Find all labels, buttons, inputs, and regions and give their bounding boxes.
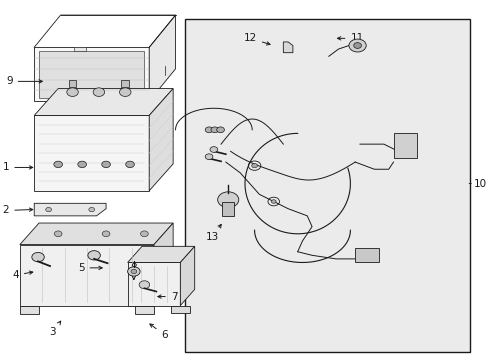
Circle shape bbox=[271, 200, 276, 203]
Circle shape bbox=[205, 154, 212, 159]
Text: 9: 9 bbox=[6, 76, 42, 86]
Polygon shape bbox=[149, 89, 173, 191]
Polygon shape bbox=[127, 262, 180, 306]
Polygon shape bbox=[20, 244, 154, 306]
Circle shape bbox=[353, 42, 361, 48]
Circle shape bbox=[78, 161, 86, 168]
Text: 12: 12 bbox=[243, 33, 269, 45]
Bar bbox=[69, 80, 76, 87]
Circle shape bbox=[210, 127, 218, 133]
Circle shape bbox=[217, 192, 238, 208]
Circle shape bbox=[131, 269, 137, 274]
Circle shape bbox=[140, 231, 148, 237]
Text: 3: 3 bbox=[49, 321, 61, 337]
Text: 8: 8 bbox=[130, 263, 137, 279]
Circle shape bbox=[216, 127, 224, 133]
Polygon shape bbox=[154, 223, 173, 306]
Text: 5: 5 bbox=[78, 263, 102, 273]
Circle shape bbox=[205, 127, 212, 133]
Circle shape bbox=[102, 161, 110, 168]
Bar bbox=[170, 306, 189, 313]
Polygon shape bbox=[34, 203, 106, 216]
Circle shape bbox=[67, 88, 78, 96]
Text: 10: 10 bbox=[468, 179, 486, 189]
Polygon shape bbox=[34, 116, 149, 191]
Polygon shape bbox=[149, 15, 175, 101]
Circle shape bbox=[46, 207, 51, 212]
Circle shape bbox=[139, 281, 149, 289]
Text: 6: 6 bbox=[150, 324, 167, 340]
Text: 4: 4 bbox=[12, 270, 33, 280]
Circle shape bbox=[54, 161, 62, 168]
Text: 13: 13 bbox=[205, 224, 221, 242]
Polygon shape bbox=[127, 246, 194, 262]
Bar bbox=[135, 306, 154, 315]
Bar bbox=[74, 46, 86, 51]
Circle shape bbox=[54, 231, 62, 237]
Bar bbox=[185, 19, 469, 352]
Bar bbox=[393, 134, 417, 158]
Circle shape bbox=[93, 88, 104, 96]
Circle shape bbox=[251, 163, 257, 168]
Bar bbox=[222, 202, 233, 216]
Circle shape bbox=[348, 39, 366, 52]
Polygon shape bbox=[39, 51, 144, 98]
Polygon shape bbox=[180, 246, 194, 306]
Text: 7: 7 bbox=[158, 292, 177, 302]
Circle shape bbox=[32, 252, 44, 262]
Circle shape bbox=[88, 251, 100, 260]
Circle shape bbox=[102, 231, 110, 237]
Circle shape bbox=[119, 88, 131, 96]
Circle shape bbox=[89, 207, 94, 212]
Polygon shape bbox=[34, 47, 149, 101]
Text: 11: 11 bbox=[337, 33, 363, 43]
Bar bbox=[354, 248, 378, 262]
Polygon shape bbox=[20, 223, 173, 244]
Bar bbox=[121, 80, 129, 87]
Circle shape bbox=[127, 267, 140, 276]
Circle shape bbox=[125, 161, 134, 168]
Polygon shape bbox=[283, 42, 292, 53]
Polygon shape bbox=[34, 89, 173, 116]
Text: 1: 1 bbox=[3, 162, 33, 172]
Text: 2: 2 bbox=[3, 206, 33, 216]
Circle shape bbox=[210, 147, 217, 152]
Bar bbox=[20, 306, 39, 315]
